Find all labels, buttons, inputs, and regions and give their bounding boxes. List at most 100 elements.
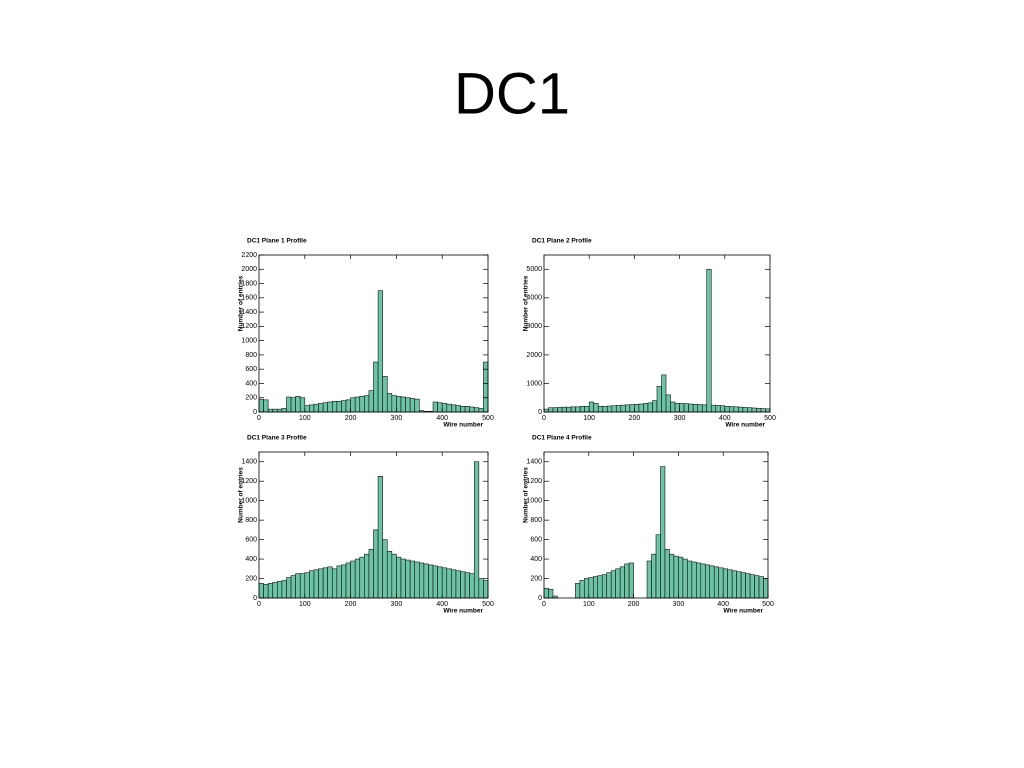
bar xyxy=(548,407,554,413)
bar xyxy=(322,567,328,599)
bar xyxy=(706,268,712,413)
bar xyxy=(441,403,448,413)
bar xyxy=(267,408,274,413)
bar xyxy=(277,581,283,599)
bar xyxy=(588,577,594,599)
bar xyxy=(258,583,264,599)
bar xyxy=(418,562,425,599)
y-tick-label: 3000 xyxy=(526,323,542,330)
bar xyxy=(405,559,411,599)
bar xyxy=(354,558,361,599)
y-tick-label: 200 xyxy=(530,575,542,582)
bar xyxy=(691,561,697,599)
bar xyxy=(359,395,365,413)
bar xyxy=(368,390,374,413)
x-tick-label: 100 xyxy=(299,415,311,422)
bar xyxy=(710,404,717,413)
bar xyxy=(660,466,666,599)
bar xyxy=(597,575,603,599)
bar xyxy=(341,400,347,413)
bar xyxy=(561,406,567,413)
bar xyxy=(601,574,608,599)
bar xyxy=(318,568,324,599)
bar xyxy=(423,563,429,599)
bar xyxy=(592,576,599,599)
bar xyxy=(336,400,342,413)
bar xyxy=(382,539,388,599)
bar xyxy=(451,569,457,599)
bar xyxy=(299,573,306,599)
bar xyxy=(678,556,684,599)
bar xyxy=(740,572,746,599)
bar xyxy=(634,403,640,413)
bar xyxy=(281,408,287,413)
chart-title: DC1 Plane 4 Profile xyxy=(532,435,592,442)
bar xyxy=(400,558,406,599)
bar xyxy=(704,564,711,599)
bar xyxy=(682,558,688,599)
bar xyxy=(697,404,703,413)
bar xyxy=(464,572,470,599)
bar xyxy=(669,553,675,599)
y-tick-label: 1000 xyxy=(526,498,542,505)
bar xyxy=(391,553,397,599)
bar xyxy=(396,556,402,599)
plot-frame xyxy=(258,451,489,599)
bar xyxy=(396,395,402,413)
y-tick-label: 800 xyxy=(245,352,257,359)
bar xyxy=(327,401,333,413)
bar xyxy=(543,408,549,413)
y-tick-label: 2200 xyxy=(241,252,257,259)
bar xyxy=(336,565,342,599)
bar xyxy=(295,573,301,599)
bar xyxy=(692,403,698,413)
chart-title: DC1 Plane 2 Profile xyxy=(532,238,592,245)
bar xyxy=(304,405,310,413)
bar xyxy=(673,555,679,599)
bar xyxy=(628,562,634,599)
y-tick-label: 1200 xyxy=(241,478,257,485)
y-tick-label: 1200 xyxy=(526,478,542,485)
bar xyxy=(437,402,443,413)
bar xyxy=(651,553,657,599)
bar xyxy=(478,408,484,413)
bar xyxy=(687,560,693,599)
bar xyxy=(313,569,319,599)
y-tick-label: 0 xyxy=(253,409,257,416)
y-tick-label: 0 xyxy=(538,409,542,416)
x-tick-label: 0 xyxy=(542,601,546,608)
bar xyxy=(665,394,671,413)
y-axis-label: Number of entries xyxy=(523,467,530,523)
bar xyxy=(469,406,475,413)
bar xyxy=(455,405,461,413)
bar xyxy=(606,405,613,413)
bar xyxy=(747,407,753,413)
x-tick-label: 200 xyxy=(628,601,640,608)
y-tick-label: 1400 xyxy=(241,309,257,316)
bar xyxy=(322,402,328,413)
bar xyxy=(646,560,652,599)
bar xyxy=(615,568,621,599)
bar xyxy=(670,401,676,413)
bar xyxy=(386,393,393,413)
x-axis-label: Wire number xyxy=(443,608,483,615)
bar xyxy=(469,573,475,599)
bar xyxy=(290,397,296,413)
bar xyxy=(683,403,689,413)
bar xyxy=(483,361,489,413)
bar xyxy=(624,563,630,599)
bar xyxy=(368,549,374,599)
bar xyxy=(295,395,301,413)
bar xyxy=(286,396,292,413)
x-tick-label: 200 xyxy=(629,415,641,422)
bar xyxy=(718,567,724,599)
bar xyxy=(610,570,616,599)
bar xyxy=(760,408,766,413)
x-tick-label: 100 xyxy=(583,415,595,422)
bar xyxy=(584,405,590,413)
y-axis-label: Number of entries xyxy=(238,467,245,523)
y-tick-label: 1400 xyxy=(526,459,542,466)
bar xyxy=(588,401,595,413)
bar xyxy=(619,566,625,599)
